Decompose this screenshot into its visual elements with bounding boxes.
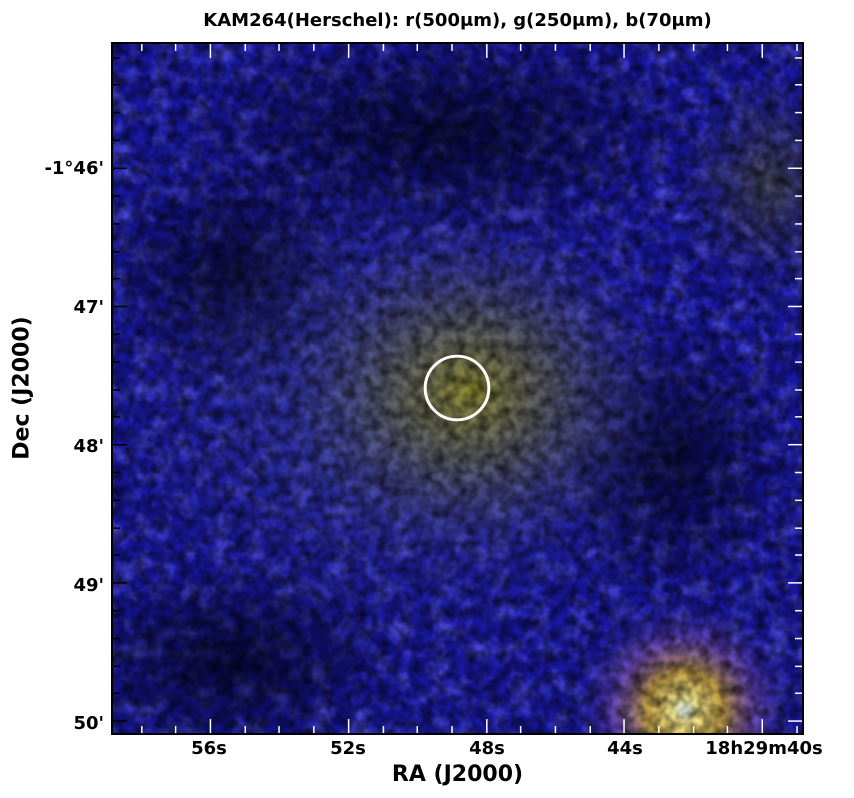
rgb-image-panel	[111, 42, 804, 735]
x-tick-label: 56s	[191, 738, 227, 759]
figure-title: KAM264(Herschel): r(500μm), g(250μm), b(…	[203, 10, 712, 31]
y-axis-label: Dec (J2000)	[9, 316, 35, 460]
x-tick-label: 48s	[469, 738, 505, 759]
y-axis-ticks	[113, 57, 127, 722]
x-axis-ticks	[141, 719, 798, 733]
y-tick-label: -1°46'	[44, 158, 104, 179]
y-tick-label: 50'	[73, 713, 104, 734]
target-aperture-circle	[423, 354, 491, 422]
y-tick-label: 48'	[73, 436, 104, 457]
x-tick-label: 52s	[330, 738, 366, 759]
x-axis-ticks-top	[141, 44, 798, 58]
sky-image	[113, 44, 802, 733]
x-tick-label: 18h29m40s	[705, 738, 823, 759]
x-tick-label: 44s	[607, 738, 643, 759]
y-tick-label: 47'	[73, 297, 104, 318]
x-axis-label: RA (J2000)	[391, 762, 524, 787]
y-axis-ticks-right	[788, 57, 802, 722]
y-tick-label: 49'	[73, 575, 104, 596]
